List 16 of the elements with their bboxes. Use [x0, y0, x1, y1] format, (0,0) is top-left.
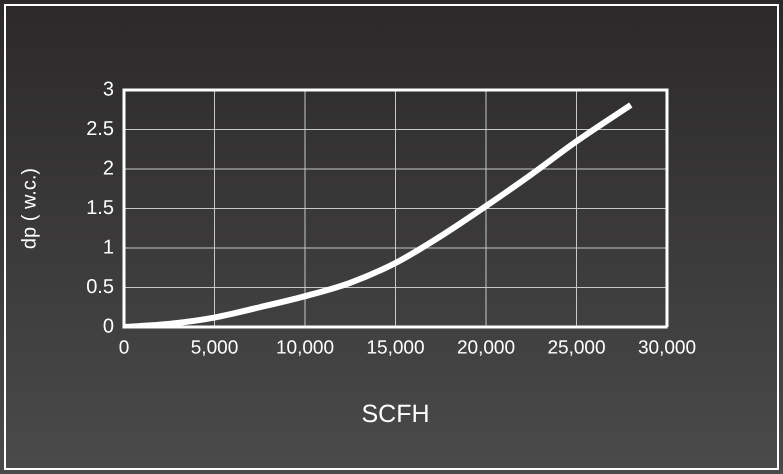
y-tick-label: 1.5 [86, 197, 114, 220]
x-tick-label: 0 [118, 338, 130, 359]
x-tick-label: 30,000 [638, 338, 696, 359]
x-tick-label: 25,000 [547, 338, 606, 359]
x-tick-label: 20,000 [456, 338, 516, 359]
y-tick-label: 2 [102, 158, 114, 180]
x-tick-label: 10,000 [276, 338, 334, 359]
y-axis-title: dp ( w.c.) [18, 168, 41, 250]
y-tick-label: 0 [102, 316, 114, 338]
y-tick-label: 3 [102, 78, 114, 101]
x-axis-title: SCFH [361, 400, 430, 428]
y-tick-label: 0.5 [86, 276, 114, 298]
y-tick-label: 2.5 [86, 118, 114, 140]
x-tick-label: 5,000 [190, 338, 238, 359]
y-tick-label: 1 [102, 236, 114, 259]
x-tick-label: 15,000 [366, 338, 425, 359]
